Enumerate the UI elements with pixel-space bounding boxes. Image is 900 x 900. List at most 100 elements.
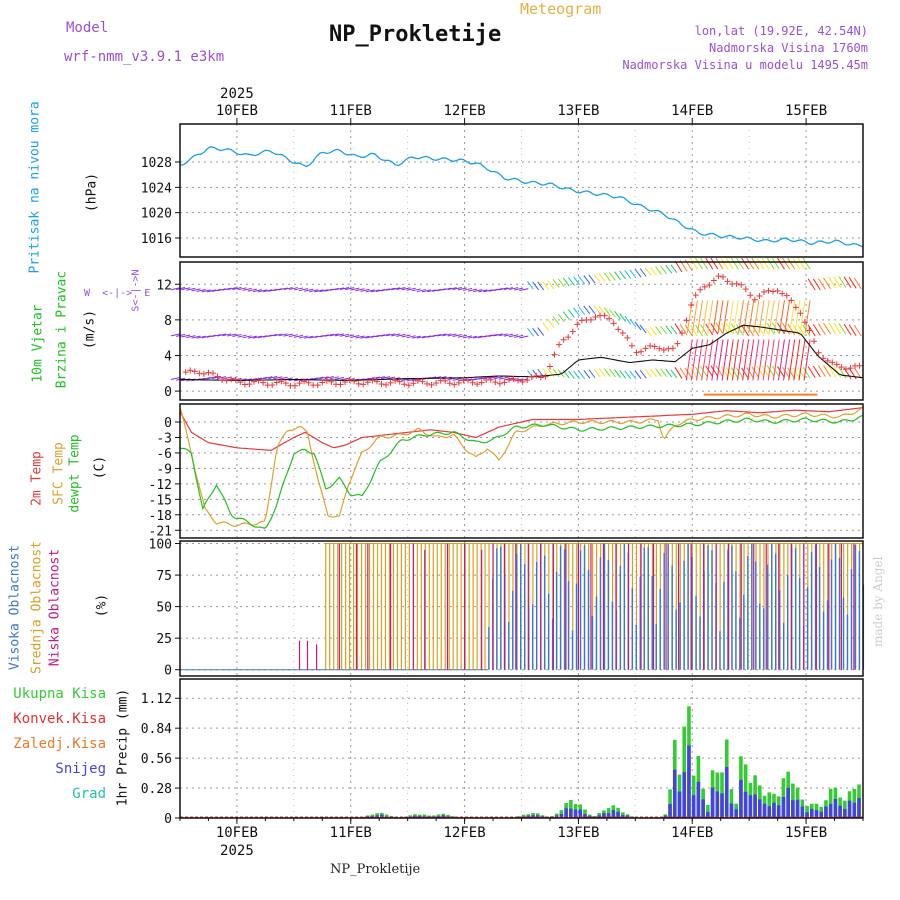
precip-snow-bar bbox=[427, 816, 431, 818]
wind-gust-marker bbox=[410, 380, 417, 387]
precip-total-bar bbox=[805, 806, 809, 818]
wind-barb bbox=[603, 368, 611, 377]
wind-barb bbox=[727, 300, 734, 334]
wind-gust-marker bbox=[765, 287, 772, 294]
wind-gust-marker bbox=[219, 376, 226, 383]
wind-barb bbox=[355, 288, 365, 292]
xtick-label-top-0: 10FEB bbox=[216, 103, 258, 119]
wind-barb bbox=[324, 376, 334, 380]
wind-gust-marker bbox=[733, 280, 740, 287]
wind-gust-marker bbox=[492, 379, 499, 386]
wind-gust-marker bbox=[346, 377, 353, 384]
wind-barb bbox=[730, 257, 739, 270]
wind-gust-marker bbox=[587, 316, 594, 323]
wind-barb bbox=[751, 366, 760, 379]
wind-gust-marker bbox=[433, 380, 440, 387]
wind-barb bbox=[788, 339, 796, 381]
wind-gust-marker bbox=[833, 361, 840, 368]
wind-barb bbox=[252, 335, 263, 339]
wind-gust-marker bbox=[314, 382, 321, 389]
wind-barb bbox=[737, 300, 744, 334]
xtick-label-top-5: 15FEB bbox=[785, 103, 827, 119]
wind-barb bbox=[370, 289, 380, 293]
wind-barb bbox=[782, 322, 790, 335]
wind-barb bbox=[758, 300, 765, 334]
wind-gust-marker bbox=[401, 381, 408, 388]
temp-line-sfc-temp bbox=[179, 406, 864, 528]
wind-barb bbox=[761, 365, 770, 377]
wind-gust-marker bbox=[200, 370, 207, 377]
wind-gust-marker bbox=[478, 379, 485, 386]
wind-barb bbox=[674, 260, 683, 273]
wind-barb bbox=[746, 257, 755, 270]
wind-gust-marker bbox=[633, 349, 640, 356]
precip-legend-convective: Konvek.Kisa bbox=[13, 711, 106, 727]
wind-barb bbox=[787, 323, 796, 336]
wind-gust-marker bbox=[756, 293, 763, 300]
wind-barb bbox=[794, 300, 801, 334]
precip-snow-bar bbox=[734, 809, 738, 818]
wind-barb bbox=[537, 281, 545, 291]
temperature-ytick-label-0: 0 bbox=[164, 416, 172, 431]
wind-barb bbox=[619, 270, 627, 280]
pressure-ytick-label-3: 1028 bbox=[141, 156, 172, 171]
wind-barb bbox=[355, 335, 365, 339]
precip-snow-bar bbox=[772, 802, 776, 818]
wind-barb bbox=[753, 300, 760, 334]
wind-gust-marker bbox=[205, 369, 212, 376]
wind-barb bbox=[457, 334, 467, 338]
wind-gust-markers bbox=[182, 273, 863, 389]
wind-barb bbox=[573, 370, 580, 380]
precip-total-bar bbox=[583, 809, 587, 818]
meteogram-label: Meteogram bbox=[520, 0, 602, 18]
wind-gust-marker bbox=[424, 380, 431, 387]
wind-gust-marker bbox=[392, 377, 399, 384]
wind-barb bbox=[593, 305, 601, 315]
wind-barb bbox=[705, 323, 714, 336]
clouds-ytick-label-2: 50 bbox=[156, 601, 172, 616]
wind-gust-marker bbox=[269, 381, 276, 388]
wind-barb bbox=[736, 367, 744, 380]
wind-barb bbox=[437, 333, 447, 337]
xtick-label-top-1: 11FEB bbox=[330, 103, 372, 119]
wind-barb bbox=[263, 289, 273, 293]
wind-barb bbox=[609, 308, 616, 318]
wind-gust-marker bbox=[788, 297, 795, 304]
wind-gust-marker bbox=[337, 381, 344, 388]
wind-barb bbox=[488, 376, 498, 380]
wind-barb bbox=[655, 326, 662, 335]
wind-barb bbox=[483, 289, 493, 293]
wind-barb bbox=[557, 313, 565, 323]
wind-barb bbox=[720, 322, 729, 335]
wind-barb bbox=[701, 339, 709, 381]
wind-barb bbox=[406, 378, 416, 382]
temperature-ytick-label-1: -3 bbox=[156, 432, 172, 447]
precip-snow-bar bbox=[606, 813, 611, 818]
wind-barb bbox=[319, 376, 329, 380]
wind-barb bbox=[743, 300, 750, 334]
precip-snow-bar bbox=[682, 772, 687, 818]
wind-barb bbox=[624, 315, 632, 325]
temperature-ytick-label-3: -9 bbox=[156, 462, 172, 477]
wind-ytick-label-3: 12 bbox=[156, 278, 172, 293]
wind-gust-marker bbox=[606, 315, 613, 322]
wind-barb bbox=[201, 335, 211, 339]
precip-snow-bar bbox=[441, 815, 446, 818]
precip-snow-bar bbox=[729, 803, 734, 818]
wind-barb bbox=[498, 376, 508, 380]
wind-barb bbox=[848, 324, 857, 337]
wind-barb bbox=[375, 376, 386, 380]
wind-barb bbox=[725, 322, 734, 335]
wind-barb bbox=[498, 333, 508, 337]
wind-barb bbox=[542, 322, 550, 331]
wind-barb bbox=[447, 287, 457, 291]
precip-snow-bar bbox=[786, 787, 790, 818]
wind-gust-marker bbox=[237, 379, 244, 386]
wind-barb bbox=[797, 367, 806, 380]
wind-barb bbox=[665, 325, 673, 335]
precip-total-bar bbox=[767, 792, 772, 818]
wind-barb bbox=[689, 367, 698, 379]
precip-total-bar bbox=[668, 789, 672, 818]
wind-barb bbox=[201, 289, 211, 293]
dir-w-label: W bbox=[84, 288, 91, 299]
